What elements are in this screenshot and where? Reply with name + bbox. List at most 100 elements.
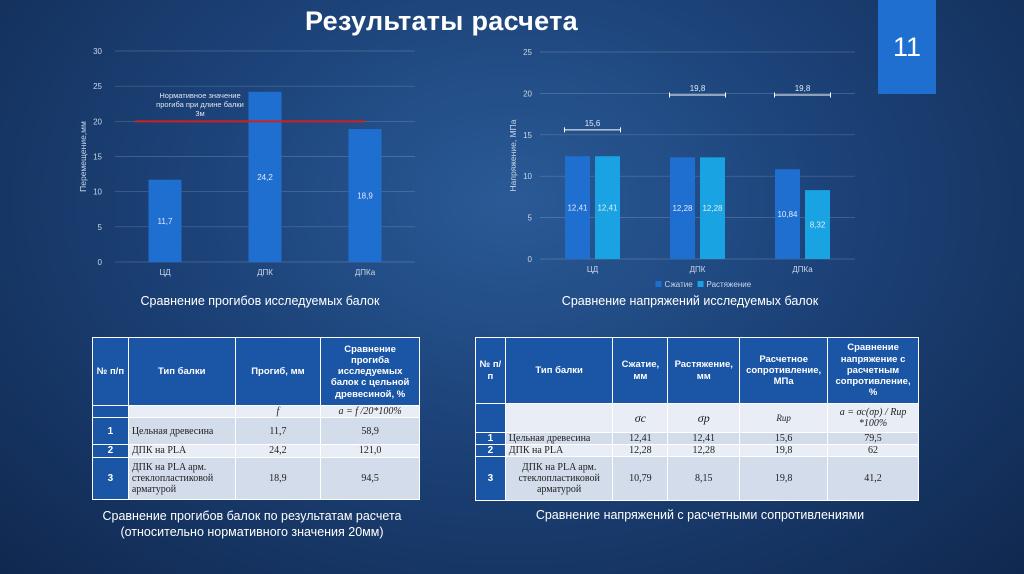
resistance-value: 19,8 [739, 444, 829, 457]
tension-value: 12,28 [667, 444, 741, 457]
beam-type: ДПК на PLA [127, 443, 236, 458]
formula-deflection: f [234, 405, 322, 419]
row-number: 3 [92, 456, 129, 501]
x-tick-label: ДПКа [355, 268, 376, 277]
deflection-value: 24,2 [234, 443, 322, 458]
normative-label: прогиба при длине балки [156, 100, 244, 109]
bar-value-label: 11,7 [158, 217, 174, 226]
header-ratio: Сравнение напряжение с расчетным сопроти… [827, 337, 919, 404]
ratio-value: 94,5 [320, 456, 420, 501]
y-tick-label: 25 [523, 48, 532, 57]
legend-swatch [697, 281, 704, 287]
table1-caption-line2: (относительно нормативного значения 20мм… [120, 525, 384, 540]
table-row: 3 ДПК на PLA арм. стеклопластиковой арма… [92, 456, 420, 501]
header-beam-type: Тип балки [127, 336, 236, 407]
header-deflection: Прогиб, мм [234, 336, 322, 407]
ratio-value: 62 [827, 444, 919, 457]
x-tick-label: ЦД [587, 265, 599, 274]
bar [148, 179, 182, 262]
tension-value: 12,41 [667, 432, 741, 445]
ratio-value: 79,5 [827, 432, 919, 445]
y-tick-label: 20 [523, 89, 532, 98]
row-number: 2 [475, 444, 506, 457]
bar-value-label: 24,2 [257, 173, 273, 182]
bar [248, 91, 282, 262]
chart1-caption: Сравнение прогибов исследуемых балок [140, 294, 380, 308]
table-row: 1 Цельная древесина 12,41 12,41 15,6 79,… [475, 432, 919, 445]
y-tick-label: 20 [93, 117, 102, 126]
stress-chart: 0 5 10 15 20 25 Напряжение, МПа 12,41 12,41 ЦД 15,… [508, 48, 855, 289]
table-row: 3 ДПК на PLA арм. стеклопластиковой арма… [475, 456, 919, 501]
beam-type: ДПК на PLA арм. стеклопластиковой армату… [504, 456, 614, 501]
compression-value: 10,79 [612, 456, 669, 501]
y-tick-label: 30 [93, 47, 102, 56]
bar-value-label: 10,84 [777, 210, 798, 219]
ratio-value: 121,0 [320, 443, 420, 458]
resistance-value: 15,6 [739, 432, 829, 445]
bar [565, 156, 590, 259]
y-tick-label: 5 [528, 214, 533, 223]
y-axis-label: Напряжение, МПа [508, 119, 518, 191]
row-number: 2 [92, 443, 129, 458]
row-number: 1 [92, 417, 129, 445]
bar [348, 129, 382, 262]
header-beam-type: Тип балки [504, 337, 614, 404]
row-number: 1 [475, 432, 506, 445]
resistance-marker-label: 19,8 [690, 84, 706, 93]
beam-type: ДПК на PLA арм. стеклопластиковой армату… [127, 456, 236, 501]
formula-tension: σp [667, 403, 741, 433]
formula-ratio: a = f /20*100% [320, 405, 420, 419]
formula-compression: σc [612, 403, 669, 433]
bar [775, 169, 800, 259]
normative-label: Нормативное значение [159, 91, 240, 100]
legend-label: Сжатие [665, 280, 694, 289]
legend-label: Растяжение [707, 280, 752, 289]
table-row: 2 ДПК на PLA 24,2 121,0 [92, 443, 420, 458]
resistance-marker-label: 19,8 [795, 84, 811, 93]
x-tick-label: ДПК [690, 265, 706, 274]
slide-number-badge: 11 [878, 0, 936, 94]
y-tick-label: 5 [98, 223, 103, 232]
formula-number-cell [475, 403, 506, 433]
y-tick-label: 0 [528, 255, 533, 264]
y-tick-label: 15 [523, 131, 532, 140]
table1-caption: Сравнение прогибов балок по результатам … [92, 508, 412, 541]
formula-type-cell [127, 405, 236, 419]
table-row: 1 Цельная древесина 11,7 58,9 [92, 417, 420, 445]
bar [805, 190, 830, 259]
y-tick-label: 10 [523, 172, 532, 181]
beam-type: Цельная древесина [127, 417, 236, 445]
normative-label: 3м [195, 109, 204, 118]
x-tick-label: ДПК [257, 268, 273, 277]
x-tick-label: ДПКа [792, 265, 813, 274]
header-number: № п/п [475, 337, 506, 404]
bar-value-label: 12,41 [567, 204, 588, 213]
bar [670, 157, 695, 259]
bar-value-label: 8,32 [810, 221, 826, 230]
y-axis-label: Перемещение,мм [78, 121, 88, 192]
y-tick-label: 10 [93, 188, 102, 197]
deflection-table: № п/п Тип балки Прогиб, мм Сравнение про… [92, 336, 420, 501]
beam-type: Цельная древесина [504, 432, 614, 445]
ratio-value: 58,9 [320, 417, 420, 445]
header-tension: Растяжение, мм [667, 337, 741, 404]
deflection-value: 18,9 [234, 456, 322, 501]
formula-ratio: a = σc(σp) / Rир *100% [827, 403, 919, 433]
bar-value-label: 18,9 [357, 192, 373, 201]
chart2-caption: Сравнение напряжений исследуемых балок [561, 294, 819, 308]
formula-type-cell [504, 403, 614, 433]
bar [700, 157, 725, 259]
page-title: Результаты расчета [305, 6, 578, 36]
y-tick-label: 25 [93, 82, 102, 91]
header-resistance: Расчетное сопротивление, МПа [739, 337, 829, 404]
table1-caption-line1: Сравнение прогибов балок по результатам … [102, 509, 402, 523]
x-tick-label: ЦД [159, 268, 171, 277]
bar-value-label: 12,41 [597, 204, 618, 213]
formula-number-cell [92, 405, 129, 419]
formula-resistance: Rир [739, 403, 829, 433]
table2-caption: Сравнение напряжений с расчетными сопрот… [535, 508, 865, 522]
resistance-marker-label: 15,6 [585, 119, 601, 128]
bar-value-label: 12,28 [702, 204, 723, 213]
header-compression: Сжатие, мм [612, 337, 669, 404]
deflection-value: 11,7 [234, 417, 322, 445]
